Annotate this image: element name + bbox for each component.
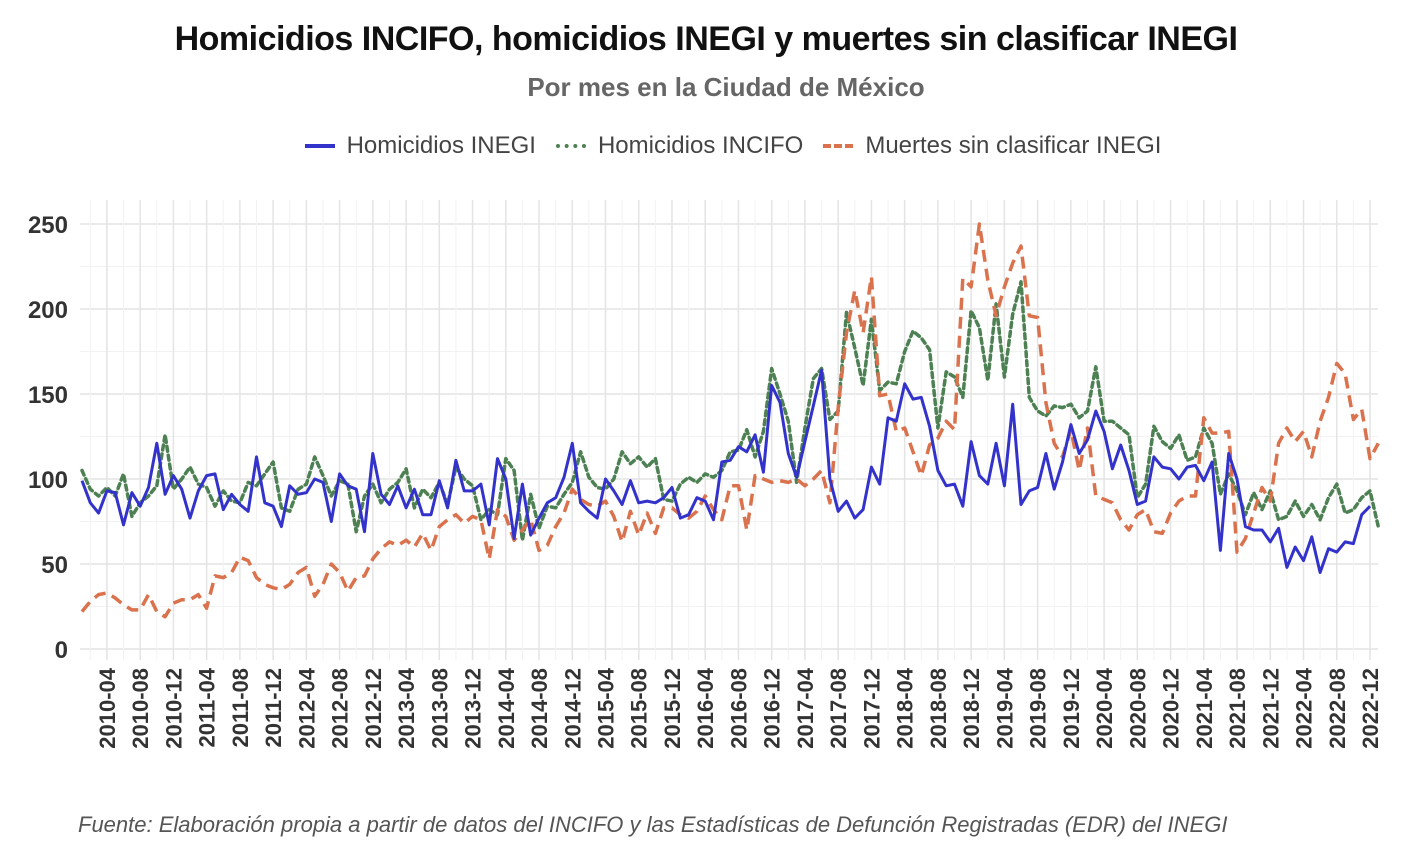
x-tick-label: 2021-08 [1225,668,1250,749]
y-tick-label: 50 [41,552,68,579]
x-tick-label: 2011-04 [195,667,220,747]
y-tick-label: 100 [28,467,68,494]
y-tick-label: 0 [55,637,68,664]
source-caption: Fuente: Elaboración propia a partir de d… [78,812,1228,837]
x-tick-label: 2016-12 [760,668,785,749]
x-tick-label: 2017-08 [826,668,851,749]
x-tick-label: 2021-12 [1258,668,1283,749]
x-tick-label: 2011-08 [228,668,253,748]
x-tick-label: 2013-08 [427,668,452,749]
legend-key-homicidios-inegi [304,144,335,148]
x-tick-label: 2017-04 [793,667,818,749]
x-tick-label: 2021-04 [1192,667,1217,749]
legend-label-homicidios-inegi: Homicidios INEGI [346,132,536,159]
x-tick-label: 2018-12 [959,668,984,749]
x-tick-label: 2012-04 [294,667,319,749]
x-tick-label: 2015-08 [627,668,652,749]
x-tick-label: 2019-12 [1059,668,1084,749]
x-tick-label: 2019-04 [992,667,1017,749]
series-line-homicidios-inegi [80,368,1372,574]
x-tick-label: 2014-12 [560,668,585,749]
x-tick-label: 2015-04 [594,667,619,749]
x-tick-label: 2022-12 [1358,668,1383,749]
x-tick-label: 2010-08 [128,668,153,749]
legend-key-muertes-sin-clasificar [823,144,854,148]
series-line-homicidios-incifo [80,280,1381,542]
x-tick-label: 2012-12 [361,668,386,749]
x-tick-label: 2022-08 [1325,668,1350,749]
legend-label-muertes-sin-clasificar: Muertes sin clasificar INEGI [865,132,1162,159]
x-tick-label: 2018-08 [926,668,951,749]
x-tick-label: 2020-04 [1092,667,1117,749]
x-tick-label: 2011-12 [261,668,286,748]
x-tick-label: 2016-04 [693,667,718,749]
legend-key-homicidios-incifo [555,144,586,148]
y-tick-label: 200 [28,297,68,324]
x-tick-label: 2019-08 [1026,668,1051,749]
x-tick-label: 2012-08 [328,668,353,749]
x-tick-label: 2020-08 [1125,668,1150,749]
x-tick-label: 2014-08 [527,668,552,749]
x-tick-label: 2020-12 [1159,668,1184,749]
legend-item-muertes-sin-clasificar: Muertes sin clasificar INEGI [823,132,1161,160]
x-tick-label: 2013-04 [394,667,419,749]
y-tick-label: 250 [28,212,68,239]
chart-title: Homicidios INCIFO, homicidios INEGI y mu… [174,20,1238,58]
y-tick-label: 150 [28,382,68,409]
x-tick-label: 2015-12 [660,668,685,749]
x-tick-label: 2017-12 [859,668,884,749]
line-chart: 0 50 100 150 200 250 2010-04 2010-08 2010-12 2011… [28,200,1383,749]
x-tick-label: 2018-04 [893,667,918,749]
x-tick-label: 2013-12 [461,668,486,749]
x-tick-label: 2022-04 [1292,667,1317,749]
chart-subtitle: Por mes en la Ciudad de México [527,72,925,102]
x-tick-label: 2014-04 [494,667,519,749]
legend-item-homicidios-inegi: Homicidios INEGI [304,132,536,160]
x-tick-label: 2010-04 [95,667,120,749]
x-tick-label: 2016-08 [726,668,751,749]
legend-label-homicidios-incifo: Homicidios INCIFO [597,132,804,159]
series-line-muertes-sin-clasificar-inegi [80,222,1380,619]
x-tick-label: 2010-12 [161,668,186,749]
legend: Homicidios INEGI Homicidios INCIFO Muert… [0,132,1412,160]
legend-item-homicidios-incifo: Homicidios INCIFO [555,132,804,160]
